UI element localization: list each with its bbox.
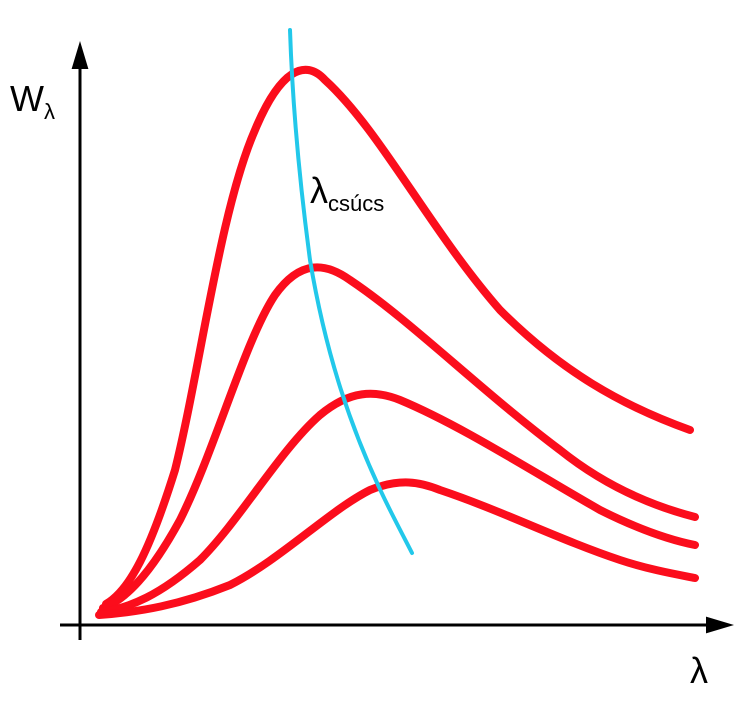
y-label-sub: λ <box>44 99 55 124</box>
x-axis-label: λ <box>690 650 708 692</box>
peak-label-sub: csúcs <box>328 191 384 216</box>
y-label-text: W <box>10 78 44 119</box>
x-axis-arrow <box>706 617 734 634</box>
peak-label-text: λ <box>310 170 328 211</box>
blackbody-radiation-chart <box>0 0 737 707</box>
y-axis-label: Wλ <box>10 78 55 125</box>
curves-group <box>99 30 695 615</box>
peak-wavelength-label: λcsúcs <box>310 170 384 217</box>
y-axis-arrow <box>72 41 89 69</box>
